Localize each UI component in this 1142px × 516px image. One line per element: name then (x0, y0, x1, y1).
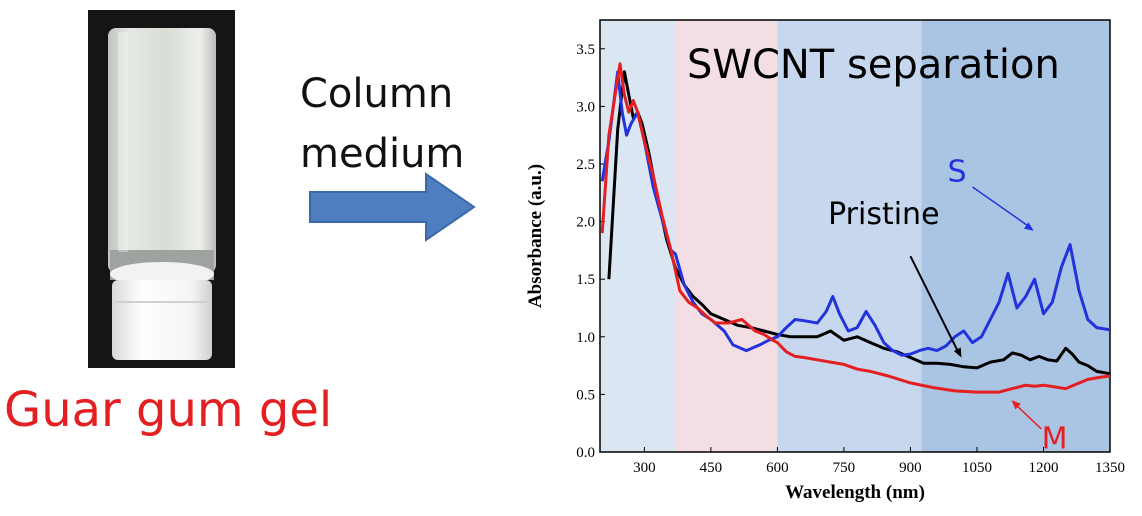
annotation-pristine-arrowhead (953, 347, 962, 358)
y-tick-label-4: 2.0 (576, 215, 595, 231)
annotation-s: S (947, 154, 966, 189)
x-axis-label: Wavelength (nm) (785, 482, 925, 503)
vial-illustration (88, 10, 235, 368)
y-tick-label-2: 1.0 (576, 330, 595, 346)
series-line-m (600, 62, 1111, 394)
x-tick-label-4: 900 (899, 460, 922, 476)
x-tick-label-5: 1050 (962, 460, 992, 476)
x-tick-label-1: 450 (700, 460, 723, 476)
annotation-s-arrowhead (1023, 222, 1034, 231)
process-label-line2: medium (300, 131, 465, 177)
y-tick-label-6: 3.0 (576, 99, 595, 115)
x-tick-label-2: 600 (766, 460, 789, 476)
y-tick-label-7: 3.5 (576, 42, 595, 58)
chart-title: SWCNT separation (687, 42, 1060, 88)
y-tick-label-3: 1.5 (576, 272, 595, 288)
band-3 (921, 20, 1110, 452)
process-label: Column medium (300, 64, 500, 184)
process-arrow (309, 172, 476, 242)
x-tick-label-6: 1200 (1028, 460, 1058, 476)
gel-caption: Guar gum gel (4, 382, 333, 438)
annotation-pristine-pointer (909, 255, 961, 355)
process-arrow-shape (309, 172, 476, 242)
x-tick-label-7: 1350 (1095, 460, 1125, 476)
annotation-pristine: Pristine (828, 197, 939, 232)
band-1 (675, 20, 778, 452)
y-axis-label: Absorbance (a.u.) (525, 164, 546, 308)
y-tick-label-5: 2.5 (576, 157, 595, 173)
annotation-m: M (1042, 422, 1068, 457)
plot-frame (599, 19, 1111, 453)
y-tick-label-1: 0.5 (576, 387, 595, 403)
gel-vial-photo (88, 10, 235, 368)
x-tick-label-0: 300 (633, 460, 656, 476)
annotation-m-arrowhead (1011, 400, 1021, 410)
x-tick-label-3: 750 (833, 460, 856, 476)
annotation-s-pointer (972, 186, 1031, 228)
y-tick-label-0: 0.0 (576, 445, 595, 461)
absorbance-chart: 0.0 0.5 1.0 1.5 2.0 2.5 3.0 3.5 300 450 600 750 900 1… (525, 19, 1125, 503)
process-label-line1: Column (300, 71, 454, 117)
annotation-m-pointer (1014, 403, 1042, 430)
